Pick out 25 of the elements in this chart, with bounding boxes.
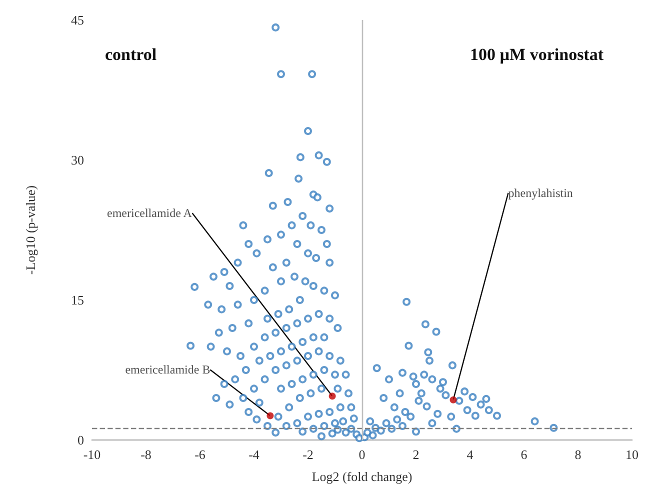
x-tick-label: -6 bbox=[194, 447, 206, 462]
x-tick-label: 2 bbox=[412, 447, 420, 462]
annotation: 100 µM vorinostat bbox=[470, 45, 604, 64]
annotation: phenylahistin bbox=[508, 186, 573, 200]
x-tick-label: 4 bbox=[466, 447, 474, 462]
y-tick-label: 30 bbox=[71, 152, 84, 168]
point bbox=[266, 412, 274, 420]
annotation: emericellamide A bbox=[107, 206, 192, 220]
x-tick-label: -4 bbox=[248, 447, 260, 462]
x-tick-label: 8 bbox=[574, 447, 582, 462]
point bbox=[328, 392, 336, 400]
y-axis-title: -Log10 (p-value) bbox=[23, 185, 38, 275]
x-tick-label: 10 bbox=[626, 447, 638, 462]
y-tick-label: 45 bbox=[71, 12, 84, 28]
x-tick-label: 0 bbox=[358, 447, 366, 462]
point bbox=[450, 396, 457, 404]
annotation: emericellamide B bbox=[125, 362, 210, 377]
x-axis-title: Log2 (fold change) bbox=[312, 469, 412, 484]
y-tick-label: 15 bbox=[71, 292, 84, 308]
x-tick-label: -8 bbox=[140, 447, 152, 462]
x-tick-label: -10 bbox=[83, 447, 101, 462]
x-tick-label: -2 bbox=[302, 447, 314, 462]
x-tick-label: 6 bbox=[520, 447, 528, 462]
y-tick-label: 0 bbox=[78, 432, 84, 448]
annotation: control bbox=[105, 45, 157, 64]
